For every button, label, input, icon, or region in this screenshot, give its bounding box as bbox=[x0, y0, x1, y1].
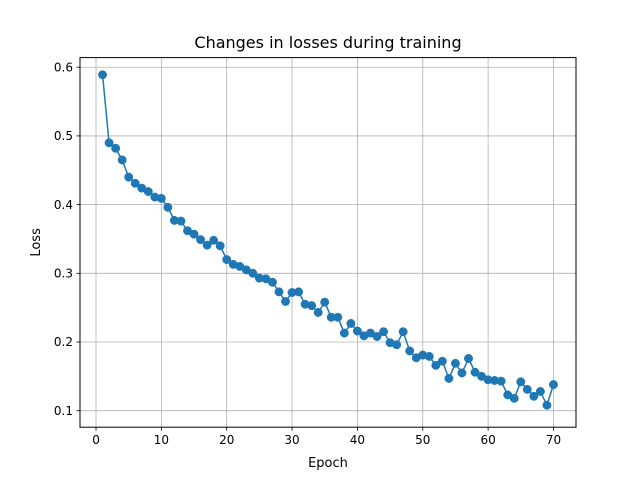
loss-data-point bbox=[130, 178, 140, 188]
x-tick-label: 70 bbox=[546, 433, 561, 447]
loss-data-point bbox=[124, 172, 134, 182]
loss-data-point bbox=[522, 384, 532, 394]
loss-data-point bbox=[405, 346, 415, 356]
loss-data-point bbox=[313, 308, 323, 317]
loss-data-point bbox=[339, 328, 349, 338]
loss-data-point bbox=[98, 70, 107, 80]
y-tick-label: 0.3 bbox=[54, 267, 73, 281]
loss-data-point bbox=[352, 326, 362, 336]
loss-data-point bbox=[209, 235, 219, 245]
loss-data-point bbox=[320, 297, 330, 307]
loss-data-point bbox=[274, 287, 284, 297]
loss-data-point bbox=[333, 312, 343, 322]
loss-data-point bbox=[307, 301, 317, 311]
loss-data-point bbox=[496, 376, 506, 386]
loss-data-point bbox=[346, 319, 356, 328]
chart-title: Changes in losses during training bbox=[194, 33, 461, 52]
series-layer bbox=[98, 70, 558, 410]
x-tick-label: 0 bbox=[92, 433, 100, 447]
loss-data-point bbox=[222, 255, 232, 265]
y-tick-label: 0.5 bbox=[54, 129, 73, 143]
x-tick-label: 30 bbox=[284, 433, 299, 447]
loss-data-point bbox=[431, 360, 441, 370]
x-tick-label: 60 bbox=[480, 433, 495, 447]
loss-data-point bbox=[215, 241, 225, 251]
loss-data-point bbox=[529, 391, 539, 401]
x-axis-label: Epoch bbox=[308, 456, 348, 471]
loss-data-point bbox=[516, 377, 526, 387]
loss-data-point bbox=[104, 138, 114, 148]
y-tick-label: 0.4 bbox=[54, 198, 73, 212]
loss-data-point bbox=[424, 351, 434, 361]
loss-data-point bbox=[117, 155, 127, 165]
loss-data-point bbox=[398, 327, 408, 337]
loss-data-point bbox=[549, 380, 558, 390]
x-tick-label: 20 bbox=[219, 433, 234, 447]
loss-data-point bbox=[470, 367, 480, 377]
loss-data-point bbox=[437, 356, 447, 366]
loss-data-point bbox=[392, 340, 402, 350]
x-tick-label: 50 bbox=[415, 433, 430, 447]
plot-area-frame bbox=[79, 57, 577, 428]
loss-data-point bbox=[294, 287, 304, 297]
loss-data-point bbox=[509, 393, 519, 403]
loss-data-point bbox=[202, 240, 212, 250]
loss-data-point bbox=[248, 268, 258, 278]
loss-data-point bbox=[379, 327, 388, 337]
loss-data-point bbox=[156, 193, 166, 203]
y-tick-label: 0.2 bbox=[54, 335, 73, 349]
loss-data-point bbox=[542, 400, 552, 410]
loss-data-point bbox=[163, 202, 173, 212]
x-tick-label: 40 bbox=[350, 433, 365, 447]
loss-data-point bbox=[143, 187, 153, 197]
loss-data-point bbox=[111, 143, 121, 153]
loss-data-point bbox=[444, 373, 454, 383]
loss-data-point bbox=[535, 387, 545, 396]
loss-data-point bbox=[196, 235, 206, 245]
loss-data-point bbox=[268, 277, 277, 287]
ticks-layer: 0 10 20 30 40 50 60 70 0.1 0.2 0.3 0.4 0.5 0.6 bbox=[54, 60, 561, 447]
loss-data-point bbox=[464, 354, 473, 363]
loss-data-point bbox=[176, 216, 186, 226]
loss-data-point bbox=[189, 229, 199, 239]
y-axis-label: Loss bbox=[29, 228, 44, 257]
loss-data-point bbox=[372, 332, 382, 341]
loss-data-point bbox=[457, 368, 467, 378]
grid-layer bbox=[80, 57, 576, 428]
loss-data-point bbox=[281, 297, 290, 306]
y-tick-label: 0.6 bbox=[54, 60, 73, 74]
y-tick-label: 0.1 bbox=[54, 404, 73, 418]
loss-data-point bbox=[450, 358, 460, 368]
x-tick-label: 10 bbox=[154, 433, 169, 447]
